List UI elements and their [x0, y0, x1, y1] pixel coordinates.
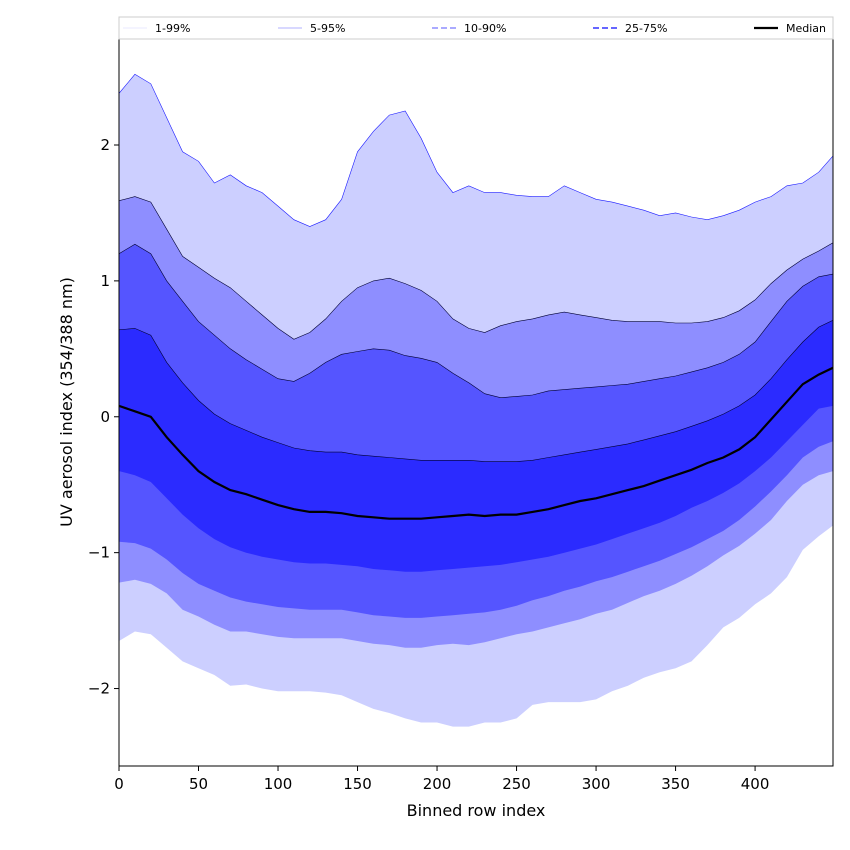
x-tick-label: 250	[502, 775, 531, 793]
band-upper-edge-3	[119, 243, 833, 399]
legend: 1-99% 5-95% 10-90% 25-75% Median	[118, 16, 834, 40]
median-series	[119, 366, 833, 520]
y-axis-label: UV aerosol index (354/388 nm)	[57, 277, 76, 527]
legend-label: 5-95%	[310, 22, 345, 35]
band-upper-edge-2	[119, 196, 833, 340]
band-upper-edge-4	[119, 320, 833, 462]
legend-label: 25-75%	[625, 22, 667, 35]
x-tick-label: 0	[114, 775, 124, 793]
y-axis: −2 −1 0 1 2	[88, 136, 119, 698]
y-tick-label: 2	[100, 136, 110, 154]
legend-label: 1-99%	[155, 22, 190, 35]
x-tick-label: 150	[343, 775, 372, 793]
x-axis: 0 50 100 150 200 250 300 350 400	[114, 766, 769, 793]
x-axis-label: Binned row index	[407, 801, 546, 820]
band-upper-edge-1	[119, 73, 833, 227]
legend-label: 10-90%	[464, 22, 506, 35]
y-tick-label: −1	[88, 544, 110, 562]
x-tick-label: 300	[582, 775, 611, 793]
y-tick-label: 0	[100, 408, 110, 426]
median-line	[119, 366, 833, 520]
x-tick-label: 350	[661, 775, 690, 793]
x-tick-label: 400	[741, 775, 770, 793]
x-tick-label: 200	[423, 775, 452, 793]
y-tick-label: 1	[100, 272, 110, 290]
y-tick-label: −2	[88, 680, 110, 698]
percentile-bands	[119, 73, 833, 727]
legend-box	[118, 16, 834, 40]
legend-label: Median	[786, 22, 826, 35]
x-tick-label: 50	[189, 775, 208, 793]
x-tick-label: 100	[264, 775, 293, 793]
